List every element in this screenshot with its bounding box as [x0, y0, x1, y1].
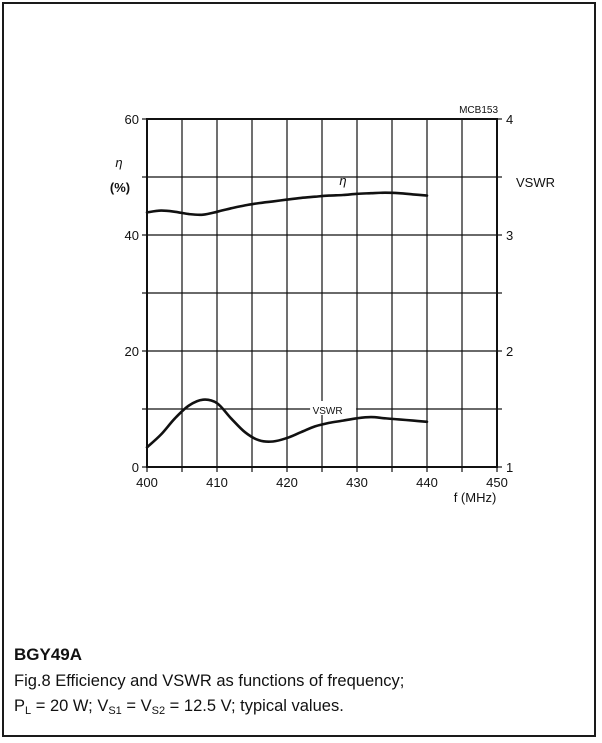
caption-text: P: [14, 697, 26, 715]
y-left-tick-label: 0: [132, 460, 139, 475]
x-tick-label: 420: [276, 475, 298, 490]
series-label-backing: [310, 401, 357, 415]
caption-line-1: Fig.8 Efficiency and VSWR as functions o…: [14, 672, 405, 690]
y-left-axis-symbol: η: [115, 155, 122, 170]
figure-caption: BGY49A Fig.8 Efficiency and VSWR as func…: [14, 645, 584, 724]
x-tick-label: 410: [206, 475, 228, 490]
caption-subscript: S2: [151, 705, 166, 717]
caption-line-2: PL = 20 W; VS1 = VS2 = 12.5 V; typical v…: [14, 694, 584, 724]
x-tick-label: 440: [416, 475, 438, 490]
chart-grid: [147, 119, 497, 467]
x-tick-label: 400: [136, 475, 158, 490]
x-tick-label: 450: [486, 475, 508, 490]
x-tick-label: 430: [346, 475, 368, 490]
x-axis-label: f (MHz): [454, 490, 497, 505]
series-lines: [145, 191, 429, 449]
caption-text: = 20 W; V: [31, 697, 109, 715]
series-label-vswr: VSWR: [313, 406, 343, 417]
caption-text: = V: [121, 697, 152, 715]
y-right-tick-label: 3: [506, 228, 513, 243]
figure-id: MCB153: [459, 105, 498, 116]
y-left-axis-unit: (%): [110, 180, 130, 195]
y-right-tick-label: 2: [506, 344, 513, 359]
figure-frame: [2, 2, 596, 737]
y-right-tick-label: 4: [506, 112, 513, 127]
chart-labels: 400 410 420 430 440 450 0 20 40 60 1 2 3 4 f (MHz) η (%)…: [110, 105, 555, 505]
series-line-eta: [145, 191, 429, 217]
y-right-tick-label: 1: [506, 460, 513, 475]
caption-text: = 12.5 V; typical values.: [165, 697, 344, 715]
y-left-tick-label: 20: [125, 344, 139, 359]
y-right-axis-label: VSWR: [516, 175, 555, 190]
y-left-tick-label: 60: [125, 112, 139, 127]
axis-ticks: [142, 118, 502, 472]
y-left-tick-label: 40: [125, 228, 139, 243]
product-code: BGY49A: [14, 645, 83, 664]
caption-subscript: S1: [108, 705, 122, 717]
series-label-eta: η: [339, 173, 346, 188]
caption-subscript: L: [25, 705, 32, 717]
series-line-vswr: [145, 398, 429, 449]
